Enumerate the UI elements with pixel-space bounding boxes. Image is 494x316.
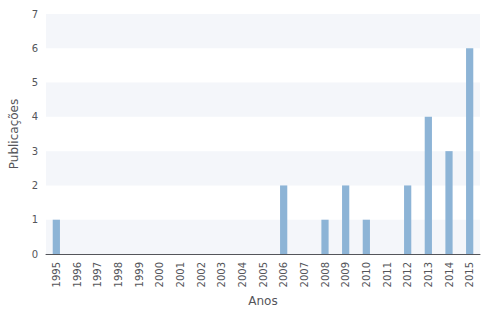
svg-text:5: 5 [32,77,38,88]
svg-text:2010: 2010 [361,262,372,287]
svg-text:2003: 2003 [216,262,227,287]
svg-text:2014: 2014 [444,262,455,287]
svg-text:1995: 1995 [51,262,62,287]
svg-text:2004: 2004 [237,262,248,287]
svg-text:1999: 1999 [134,262,145,287]
svg-text:1997: 1997 [92,262,103,287]
svg-text:2012: 2012 [402,262,413,287]
svg-text:Publicações: Publicações [7,99,21,169]
svg-text:2011: 2011 [382,262,393,287]
svg-text:2005: 2005 [258,262,269,287]
svg-text:2008: 2008 [320,262,331,287]
svg-text:6: 6 [32,43,38,54]
svg-text:2001: 2001 [175,262,186,287]
svg-text:1: 1 [32,214,38,225]
svg-text:0: 0 [32,249,38,260]
svg-text:1998: 1998 [113,262,124,287]
svg-text:2000: 2000 [154,262,165,287]
svg-text:2002: 2002 [196,262,207,287]
svg-text:Anos: Anos [248,294,277,308]
svg-text:2006: 2006 [278,262,289,287]
svg-text:2007: 2007 [299,262,310,287]
svg-text:4: 4 [32,111,38,122]
svg-text:2013: 2013 [423,262,434,287]
svg-text:2: 2 [32,180,38,191]
svg-text:2009: 2009 [340,262,351,287]
svg-text:1996: 1996 [72,262,83,287]
svg-text:2015: 2015 [464,262,475,287]
svg-text:7: 7 [32,9,38,20]
svg-text:3: 3 [32,146,38,157]
